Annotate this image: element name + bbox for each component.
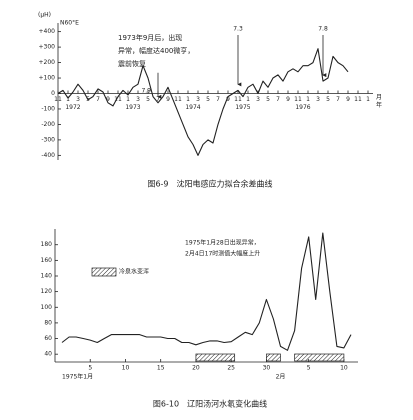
y-tick-label: +400	[39, 28, 56, 35]
caption: 图6-9 沈阳电感应力拟合余差曲线	[147, 179, 272, 189]
x-tick-label: 7	[336, 96, 340, 103]
annotation: 1973年9月后，出现	[118, 33, 182, 42]
x-tick-label: 15	[157, 365, 165, 372]
x-tick-label: 9	[346, 96, 350, 103]
x-tick-label: 7	[276, 96, 280, 103]
y-tick-label: +100	[39, 75, 56, 82]
y-tick-label: 120	[41, 288, 53, 295]
caption: 图6-10 辽阳汤河水氡变化曲线	[153, 399, 267, 409]
y-tick-label: -300	[41, 136, 55, 143]
x-tick-label: 5	[146, 96, 150, 103]
turbid-period	[266, 353, 281, 362]
turbid-period	[195, 353, 236, 362]
y-tick-label: 160	[41, 257, 53, 264]
year-label: 1973	[125, 104, 140, 111]
x-tick-label: 1	[306, 96, 310, 103]
y-tick-label: -100	[41, 105, 55, 112]
month-label: 2月	[276, 374, 286, 381]
x-tick-label: 1	[66, 96, 70, 103]
x-tick-label: 5	[266, 96, 270, 103]
x-tick-label: 9	[286, 96, 290, 103]
x-tick-label: 11	[114, 96, 122, 103]
x-tick-label: 25	[227, 365, 235, 372]
event-label: 7.3	[233, 26, 243, 33]
annotation: 2月4日17时测值大幅度上升	[185, 250, 260, 258]
y-tick-label: 180	[41, 241, 53, 248]
x-tick-label: 30	[263, 365, 271, 372]
y-tick-label: -200	[41, 121, 55, 128]
y-tick-label: -400	[41, 152, 55, 159]
y-tick-label: +200	[39, 59, 56, 66]
legend-swatch	[91, 267, 117, 277]
year-label: 1975	[235, 104, 250, 111]
legend-label: 冷泉水变浑	[119, 268, 149, 276]
x-tick-label: 10	[340, 365, 348, 372]
x-tick-label: 1	[366, 96, 370, 103]
y-tick-label: 0	[51, 90, 55, 97]
x-tick-label: 5	[326, 96, 330, 103]
x-tick-label: 5	[307, 365, 311, 372]
data-line	[61, 232, 352, 351]
x-tick-label: 9	[226, 96, 230, 103]
year-label: 1974	[185, 104, 200, 111]
y-tick-label: 60	[44, 335, 52, 342]
x-tick-label: 7	[96, 96, 100, 103]
x-tick-label: 3	[136, 96, 140, 103]
x-tick-label: 11	[54, 96, 62, 103]
x-tick-label: 11	[234, 96, 242, 103]
x-tick-label: 3	[196, 96, 200, 103]
event-label: 7.9	[141, 87, 151, 94]
data-line	[57, 48, 349, 156]
y-tick-label: 140	[41, 273, 53, 280]
turbid-period	[294, 353, 345, 362]
direction-label: N60°E	[60, 20, 79, 27]
annotation: 1975年1月28日出现异常，	[185, 239, 260, 247]
event-label: 7.8	[318, 26, 328, 33]
annotation: 异常，幅度达400微亨，	[118, 46, 194, 55]
y-tick-label: 80	[44, 319, 52, 326]
y-tick-label: 100	[41, 304, 53, 311]
x-tick-label: 3	[316, 96, 320, 103]
x-tick-label: 10	[122, 365, 130, 372]
x-tick-label: 1	[246, 96, 250, 103]
y-tick-label: +300	[39, 44, 56, 51]
year-label: 1972	[65, 104, 80, 111]
x-tick-label: 3	[76, 96, 80, 103]
y-tick-label: 40	[44, 351, 52, 358]
x-tick-label: 5	[88, 365, 92, 372]
x-tick-label: 11	[354, 96, 362, 103]
x-tick-label: 3	[256, 96, 260, 103]
x-tick-label: 9	[166, 96, 170, 103]
x-tick-label: 7	[216, 96, 220, 103]
axis-end-label: 年	[376, 101, 382, 109]
x-tick-label: 1	[186, 96, 190, 103]
x-tick-label: 11	[294, 96, 302, 103]
axis-end-label: 月	[376, 94, 382, 101]
x-tick-label: 9	[106, 96, 110, 103]
x-tick-label: 11	[174, 96, 182, 103]
year-label: 1976	[295, 104, 310, 111]
month-label: 1975年1月	[62, 373, 93, 381]
unit-label: (μH)	[38, 12, 51, 19]
x-tick-label: 1	[126, 96, 130, 103]
x-tick-label: 7	[156, 96, 160, 103]
x-tick-label: 20	[192, 365, 200, 372]
annotation: 震前恢复	[118, 59, 146, 68]
x-tick-label: 5	[206, 96, 210, 103]
